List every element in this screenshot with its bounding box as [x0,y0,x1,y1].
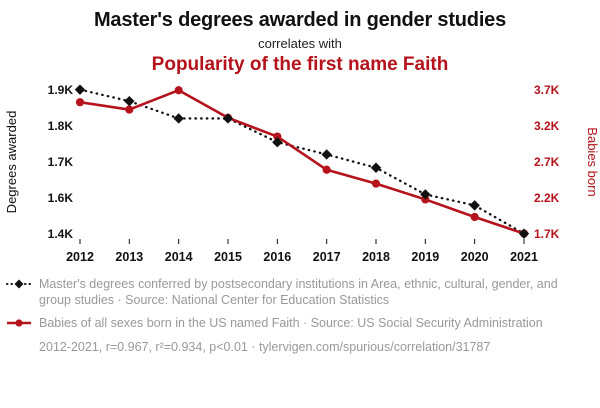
svg-text:1.7K: 1.7K [48,155,74,169]
svg-text:2019: 2019 [411,250,439,264]
svg-text:2.7K: 2.7K [534,155,560,169]
svg-text:2016: 2016 [263,250,291,264]
legend: Master's degrees conferred by postsecond… [0,268,600,333]
degrees-series-legend-icon [6,276,32,308]
svg-text:2020: 2020 [461,250,489,264]
correlated-series-title: Popularity of the first name Faith [151,54,449,75]
svg-text:3.2K: 3.2K [534,119,560,133]
svg-text:1.4K: 1.4K [48,227,74,241]
svg-text:2014: 2014 [165,250,193,264]
babies-series-legend-icon [6,315,32,333]
svg-text:3.7K: 3.7K [534,83,560,97]
chart-title: Master's degrees awarded in gender studi… [93,9,507,31]
legend-text-babies: Babies of all sexes born in the US named… [39,316,543,330]
footer-stats: 2012-2021, r=0.967, r²=0.934, p<0.01 · t… [39,340,491,354]
svg-text:1.7K: 1.7K [534,227,560,241]
svg-text:2013: 2013 [115,250,143,264]
svg-text:Babies born: Babies born [585,127,600,196]
svg-text:2012: 2012 [66,250,94,264]
correlates-with-label: correlates with [258,36,342,51]
svg-text:2021: 2021 [510,250,538,264]
chart-svg: 1.9K 1.8K 1.7K 1.6K 1.4K 3.7K 3.2K 2.7K 2.2K 1.7K… [4,83,600,264]
svg-text:1.6K: 1.6K [48,191,74,205]
svg-text:2017: 2017 [313,250,341,264]
svg-text:2015: 2015 [214,250,242,264]
svg-text:Degrees awarded: Degrees awarded [4,111,19,214]
svg-text:2018: 2018 [362,250,390,264]
legend-text-degrees: Master's degrees conferred by postsecond… [39,277,558,307]
svg-text:2.2K: 2.2K [534,191,560,205]
legend-item-degrees: Master's degrees conferred by postsecond… [6,276,590,308]
svg-text:1.9K: 1.9K [48,83,74,97]
chart-header: Master's degrees awarded in gender studi… [0,0,600,76]
legend-item-babies: Babies of all sexes born in the US named… [6,315,590,333]
svg-text:1.8K: 1.8K [48,119,74,133]
